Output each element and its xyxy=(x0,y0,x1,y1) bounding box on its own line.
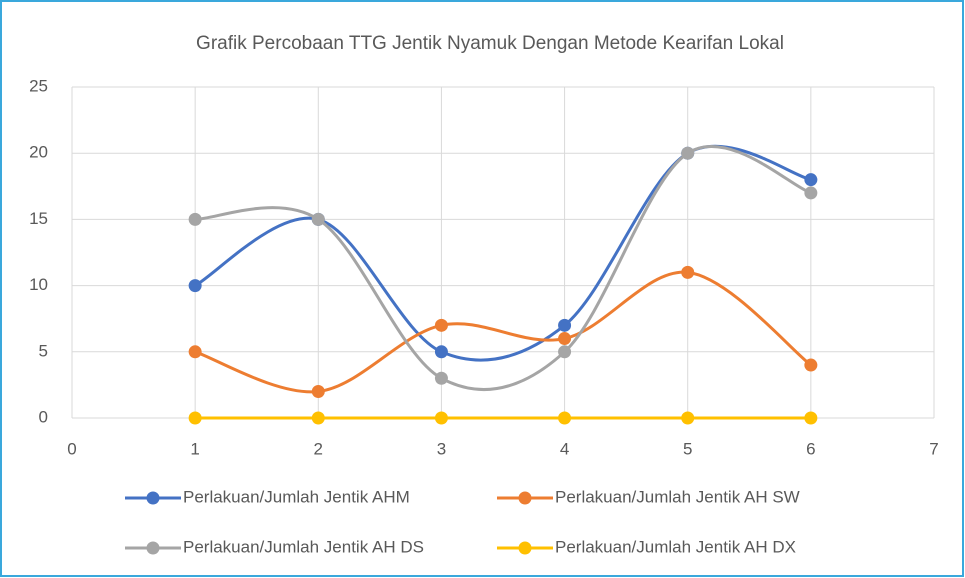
series-marker xyxy=(311,411,325,425)
chart-title: Grafik Percobaan TTG Jentik Nyamuk Denga… xyxy=(196,33,784,54)
series-marker xyxy=(188,279,202,293)
legend-swatch-marker xyxy=(518,541,532,555)
legend-swatch-marker xyxy=(146,491,160,505)
x-tick-label: 4 xyxy=(560,439,569,458)
series-marker xyxy=(558,345,572,359)
series-marker xyxy=(188,345,202,359)
legend-swatch-marker xyxy=(518,491,532,505)
series-marker xyxy=(804,411,818,425)
series-marker xyxy=(188,212,202,226)
series-marker xyxy=(681,265,695,279)
legend-swatch-marker xyxy=(146,541,160,555)
legend-label: Perlakuan/Jumlah Jentik AH SW xyxy=(555,487,800,506)
series-marker xyxy=(434,371,448,385)
y-tick-label: 0 xyxy=(39,407,48,426)
legend-label: Perlakuan/Jumlah Jentik AH DS xyxy=(183,537,424,556)
series-marker xyxy=(311,212,325,226)
series-line xyxy=(194,270,812,394)
y-tick-label: 20 xyxy=(29,143,48,162)
x-tick-label: 0 xyxy=(67,439,76,458)
x-tick-label: 1 xyxy=(190,439,199,458)
y-tick-label: 15 xyxy=(29,209,48,228)
y-tick-label: 10 xyxy=(29,275,48,294)
x-tick-label: 6 xyxy=(806,439,815,458)
y-tick-label: 25 xyxy=(29,76,48,95)
series-marker xyxy=(804,358,818,372)
series-marker xyxy=(681,146,695,160)
series-marker xyxy=(681,411,695,425)
legend-label: Perlakuan/Jumlah Jentik AH DX xyxy=(555,537,796,556)
x-tick-label: 3 xyxy=(437,439,446,458)
legend-label: Perlakuan/Jumlah Jentik AHM xyxy=(183,487,410,506)
series-marker xyxy=(188,411,202,425)
x-tick-label: 7 xyxy=(929,439,938,458)
series-marker xyxy=(558,332,572,346)
x-tick-label: 2 xyxy=(314,439,323,458)
series-marker xyxy=(311,385,325,399)
series-marker xyxy=(558,318,572,332)
series-marker xyxy=(804,173,818,187)
series-marker xyxy=(558,411,572,425)
y-tick-label: 5 xyxy=(39,341,48,360)
series-marker xyxy=(434,411,448,425)
series-marker xyxy=(804,186,818,200)
x-tick-label: 5 xyxy=(683,439,692,458)
series-marker xyxy=(434,345,448,359)
series-marker xyxy=(434,318,448,332)
